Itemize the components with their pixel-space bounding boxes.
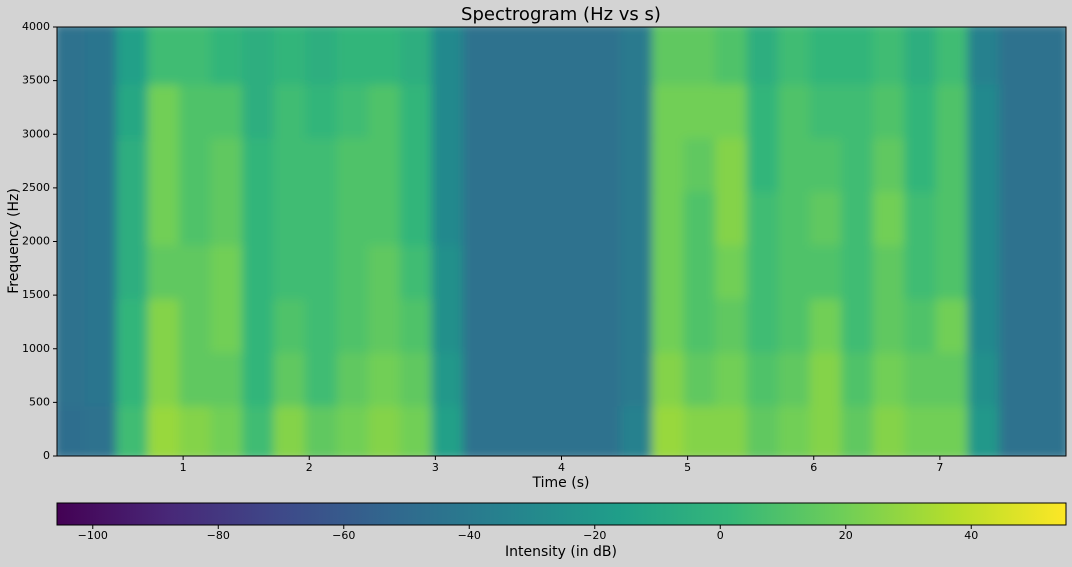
x-axis-label: Time (s) xyxy=(532,475,590,491)
cell xyxy=(1030,76,1066,139)
cell xyxy=(1030,237,1066,300)
y-tick-label: 2500 xyxy=(22,181,50,194)
cell xyxy=(1030,291,1066,353)
colorbar-tick-label: 40 xyxy=(964,529,978,542)
spectrogram xyxy=(57,27,1066,456)
y-tick-label: 1500 xyxy=(22,288,50,301)
y-tick-label: 3500 xyxy=(22,74,50,87)
colorbar-tick-label: 0 xyxy=(717,529,724,542)
x-tick-label: 3 xyxy=(432,461,439,474)
y-axis-label: Frequency (Hz) xyxy=(6,188,22,294)
y-tick-label: 0 xyxy=(43,449,50,462)
x-tick-label: 2 xyxy=(306,461,313,474)
cell xyxy=(1030,27,1066,85)
x-tick-label: 4 xyxy=(558,461,565,474)
y-tick-label: 2000 xyxy=(22,235,50,248)
colorbar-tick-label: −40 xyxy=(458,529,481,542)
colorbar-tick-label: −80 xyxy=(207,529,230,542)
y-tick-label: 3000 xyxy=(22,127,50,140)
colorbar-tick-label: −60 xyxy=(332,529,355,542)
cell xyxy=(1030,130,1066,192)
x-tick-label: 6 xyxy=(810,461,817,474)
cell xyxy=(1030,183,1066,246)
colorbar-label: Intensity (in dB) xyxy=(505,544,617,560)
colorbar-tick-label: 20 xyxy=(839,529,853,542)
x-tick-label: 7 xyxy=(936,461,943,474)
x-tick-label: 5 xyxy=(684,461,691,474)
y-tick-label: 500 xyxy=(29,395,50,408)
colorbar-tick-label: −100 xyxy=(78,529,108,542)
colorbar-tick-label: −20 xyxy=(583,529,606,542)
colorbar xyxy=(56,502,1067,526)
cell xyxy=(1030,398,1066,456)
chart-title: Spectrogram (Hz vs s) xyxy=(461,4,661,25)
y-tick-label: 4000 xyxy=(22,20,50,33)
cell xyxy=(1030,344,1066,407)
x-tick-label: 1 xyxy=(180,461,187,474)
y-tick-label: 1000 xyxy=(22,342,50,355)
